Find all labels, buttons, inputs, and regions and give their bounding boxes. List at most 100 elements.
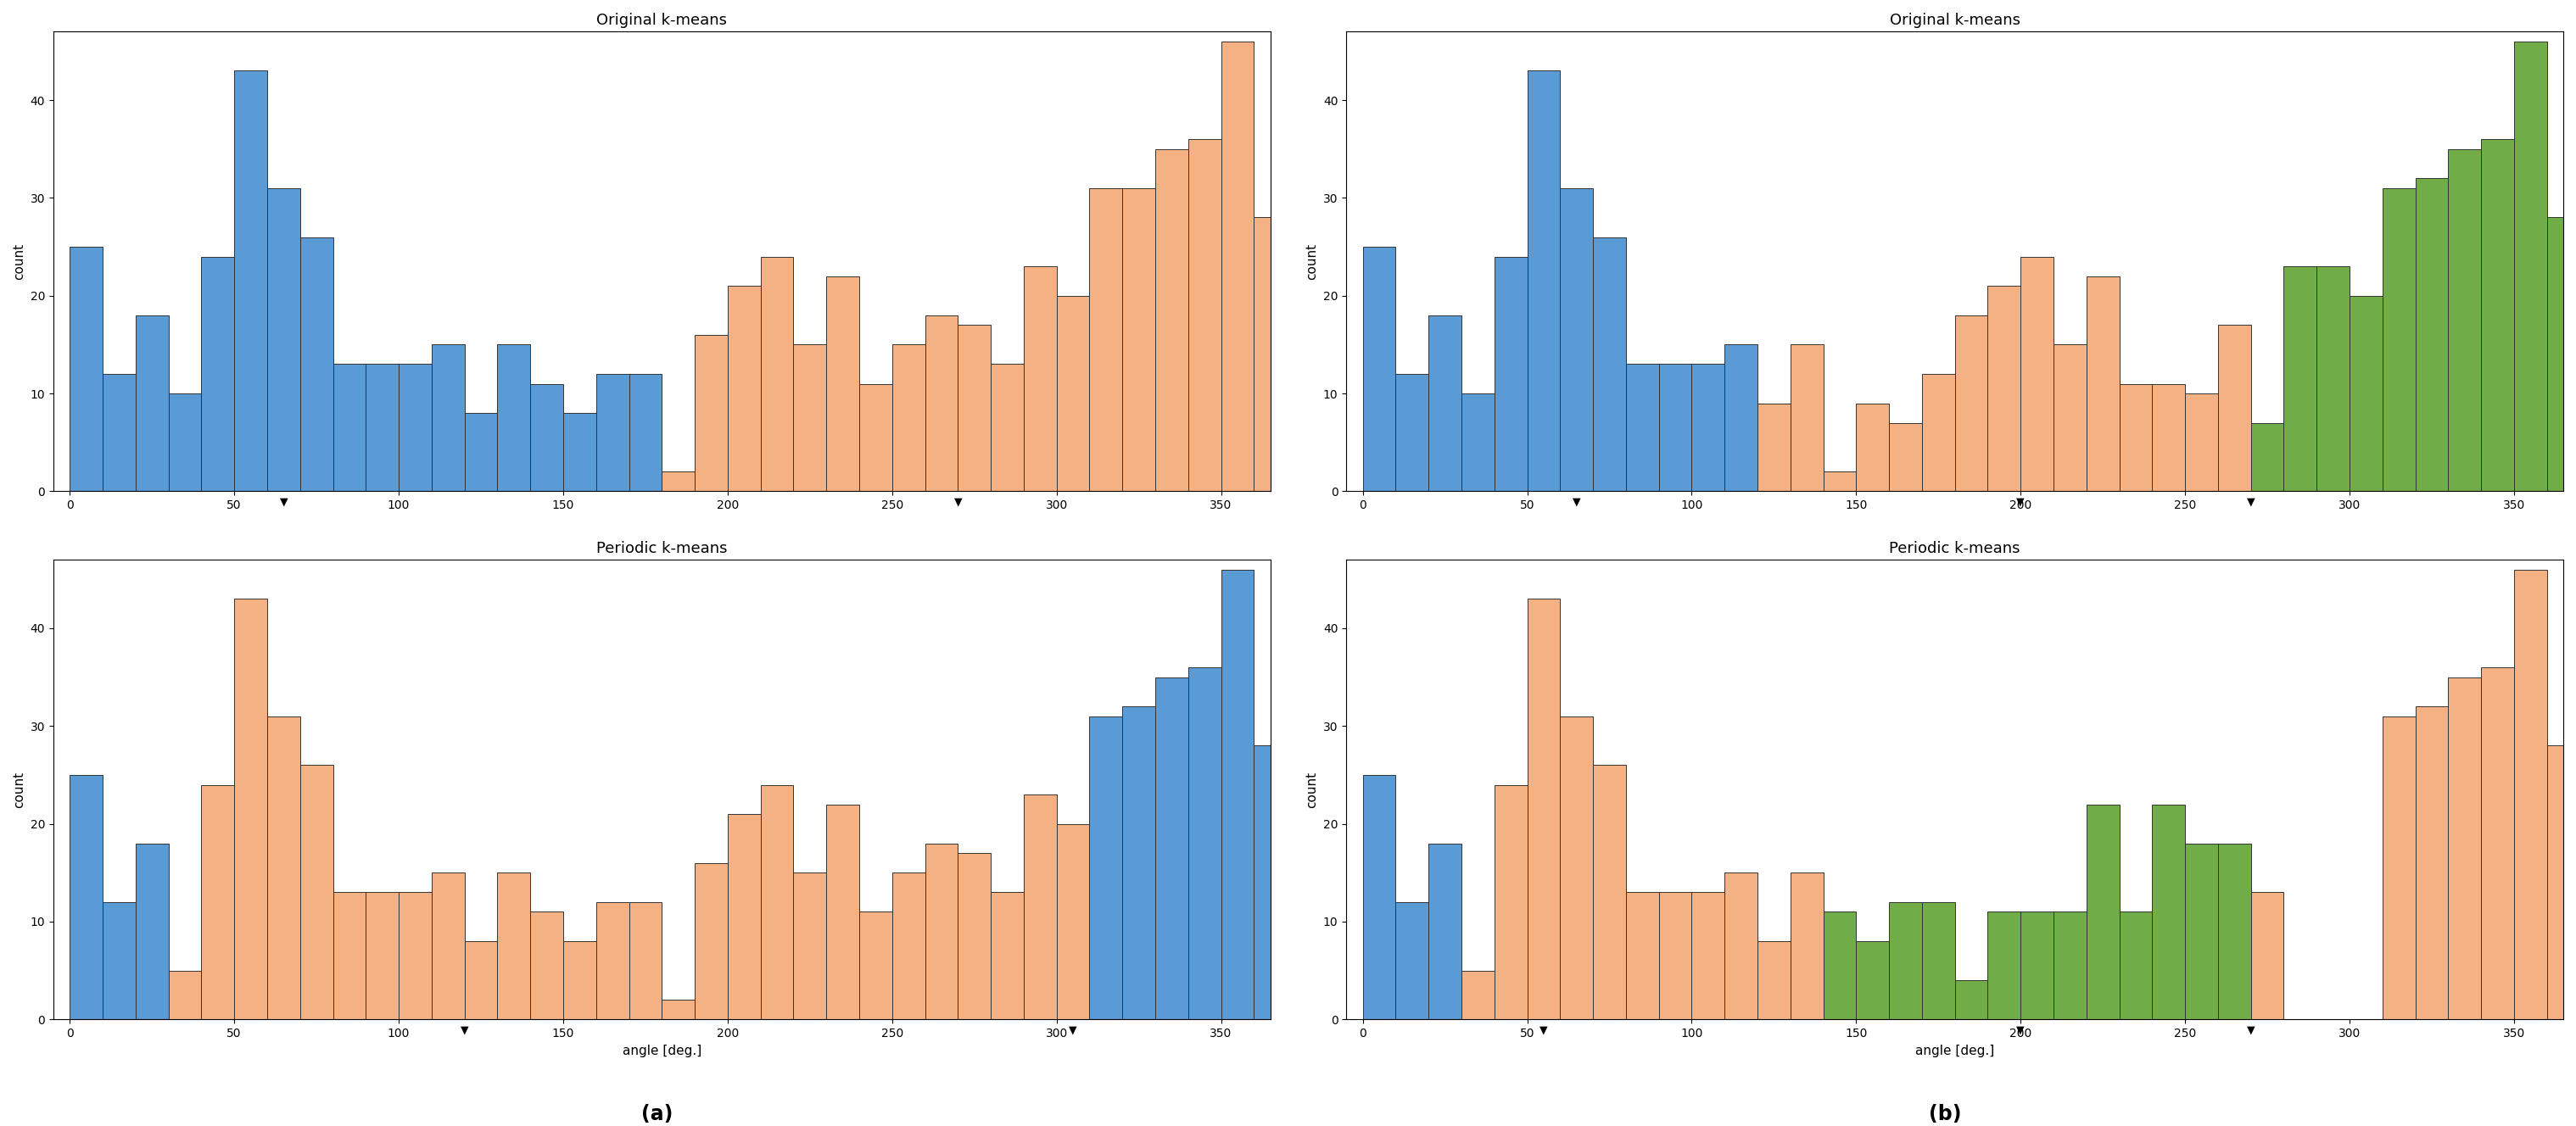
Bar xyxy=(1123,706,1154,1019)
Bar xyxy=(2447,149,2481,491)
Bar xyxy=(1090,188,1123,491)
Bar xyxy=(1790,873,1824,1019)
Text: ▼: ▼ xyxy=(2246,1025,2254,1035)
Bar xyxy=(137,315,167,491)
Bar xyxy=(629,374,662,491)
Bar xyxy=(137,843,167,1019)
Bar xyxy=(2151,804,2184,1019)
Bar xyxy=(760,257,793,491)
Bar xyxy=(2053,912,2087,1019)
Bar xyxy=(201,785,234,1019)
Bar xyxy=(1188,140,1221,491)
Bar xyxy=(1888,423,1922,491)
Bar xyxy=(1221,42,1255,491)
Bar xyxy=(1430,315,1461,491)
Bar xyxy=(2514,42,2548,491)
Bar xyxy=(1363,775,1396,1019)
Bar xyxy=(531,912,564,1019)
Text: ▼: ▼ xyxy=(2017,1025,2025,1035)
Bar xyxy=(366,892,399,1019)
Bar xyxy=(1625,892,1659,1019)
Bar xyxy=(2087,804,2120,1019)
Bar xyxy=(1592,238,1625,491)
Bar xyxy=(793,873,827,1019)
Bar xyxy=(1757,403,1790,491)
Bar xyxy=(1430,843,1461,1019)
Bar xyxy=(234,71,268,491)
Y-axis label: count: count xyxy=(13,771,26,807)
Bar xyxy=(234,599,268,1019)
Bar xyxy=(662,472,696,491)
Bar xyxy=(399,892,433,1019)
Bar xyxy=(1955,315,1989,491)
Bar xyxy=(925,315,958,491)
Bar xyxy=(2184,843,2218,1019)
Bar xyxy=(1757,941,1790,1019)
Bar xyxy=(2481,668,2514,1019)
Bar xyxy=(827,804,860,1019)
Bar xyxy=(1461,393,1494,491)
Bar xyxy=(497,873,531,1019)
Bar xyxy=(2020,257,2053,491)
Title: Periodic k-means: Periodic k-means xyxy=(595,540,726,556)
Bar xyxy=(1922,902,1955,1019)
Bar xyxy=(1255,217,1288,491)
Text: (b): (b) xyxy=(1929,1105,1960,1125)
Bar xyxy=(1989,286,2020,491)
Text: ▼: ▼ xyxy=(1540,1025,1548,1035)
Bar xyxy=(2447,677,2481,1019)
Bar xyxy=(564,941,595,1019)
Bar xyxy=(1154,149,1188,491)
Bar xyxy=(1561,716,1592,1019)
Bar xyxy=(1494,785,1528,1019)
Bar xyxy=(1255,745,1288,1019)
Bar xyxy=(726,814,760,1019)
Bar xyxy=(2251,423,2285,491)
Bar xyxy=(399,364,433,491)
Bar xyxy=(1461,971,1494,1019)
Bar xyxy=(760,785,793,1019)
Bar xyxy=(299,766,332,1019)
Bar xyxy=(1396,374,1430,491)
Bar xyxy=(2416,706,2447,1019)
Bar xyxy=(2120,384,2151,491)
Text: ▼: ▼ xyxy=(1069,1025,1077,1035)
Bar xyxy=(1857,403,1888,491)
Text: ▼: ▼ xyxy=(2017,497,2025,507)
Bar xyxy=(1123,188,1154,491)
Bar xyxy=(1659,364,1692,491)
Bar xyxy=(1221,570,1255,1019)
Bar xyxy=(1723,873,1757,1019)
Bar xyxy=(1989,912,2020,1019)
Title: Original k-means: Original k-means xyxy=(598,12,726,28)
Text: ▼: ▼ xyxy=(1571,497,1582,507)
Bar xyxy=(2383,716,2416,1019)
Bar xyxy=(1528,599,1561,1019)
Bar xyxy=(2120,912,2151,1019)
Text: ▼: ▼ xyxy=(461,1025,469,1035)
Bar xyxy=(1955,981,1989,1019)
Bar xyxy=(1561,188,1592,491)
Bar xyxy=(2349,296,2383,491)
Bar xyxy=(1857,941,1888,1019)
Bar xyxy=(1659,892,1692,1019)
Bar xyxy=(167,393,201,491)
Bar xyxy=(433,345,464,491)
Bar xyxy=(268,716,299,1019)
Bar xyxy=(2151,384,2184,491)
Bar xyxy=(2218,843,2251,1019)
Bar xyxy=(992,364,1023,491)
Bar xyxy=(1056,824,1090,1019)
Bar xyxy=(1056,296,1090,491)
Bar xyxy=(925,843,958,1019)
Text: ▼: ▼ xyxy=(281,497,289,507)
Title: Periodic k-means: Periodic k-means xyxy=(1888,540,2020,556)
Bar xyxy=(433,873,464,1019)
Bar xyxy=(70,775,103,1019)
Bar xyxy=(299,238,332,491)
Bar xyxy=(1528,71,1561,491)
Bar xyxy=(332,364,366,491)
Bar xyxy=(2514,570,2548,1019)
Bar xyxy=(103,902,137,1019)
Bar xyxy=(793,345,827,491)
